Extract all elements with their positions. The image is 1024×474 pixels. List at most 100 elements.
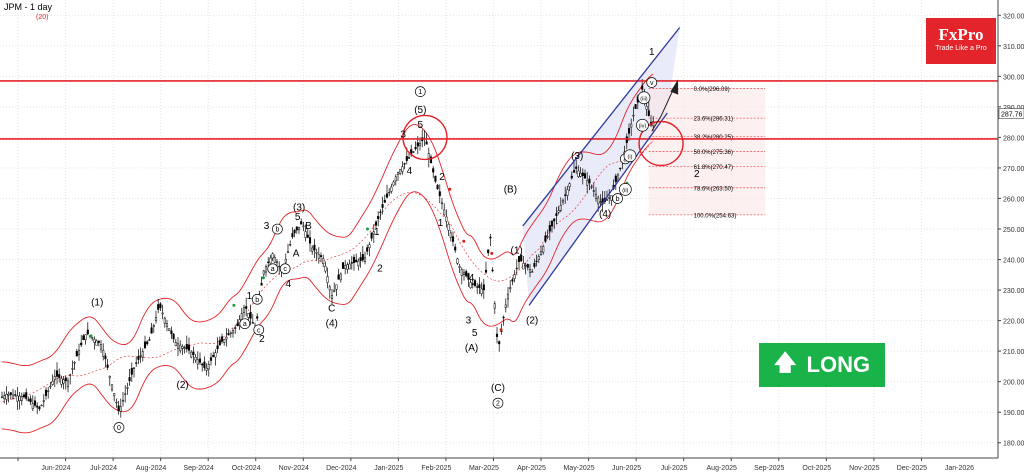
fib-label: 78.6%(263.50): [694, 186, 733, 192]
candle-body: [533, 263, 536, 267]
candle-body: [242, 307, 246, 313]
wave-label: 5: [295, 212, 301, 223]
candle-body: [183, 347, 186, 349]
candle-body: [218, 340, 221, 346]
candle-body: [566, 189, 569, 196]
candle-body: [106, 364, 109, 368]
candle-body: [515, 267, 518, 270]
wave-label: (3): [293, 203, 305, 214]
wave-label: 1: [438, 218, 444, 229]
x-tick-label: Sep-2024: [183, 465, 213, 472]
candle-body: [174, 342, 177, 347]
wave-label: 2: [439, 172, 445, 183]
candle-body: [262, 270, 265, 275]
candle-body: [62, 379, 65, 384]
candle-body: [190, 351, 193, 358]
candle-body: [152, 325, 155, 327]
candle-body: [414, 146, 417, 150]
y-tick-label: 180.00: [1003, 441, 1024, 448]
candle-body: [187, 344, 191, 351]
x-tick-label: Nov-2024: [279, 465, 309, 472]
candle-body: [405, 156, 408, 161]
candle-body: [429, 156, 433, 164]
candle-body: [181, 346, 184, 349]
candle-body: [379, 211, 382, 213]
wave-label-circle: [492, 397, 504, 409]
wave-label-circle: [612, 193, 623, 204]
candle-body: [326, 276, 329, 283]
candle-body: [97, 340, 100, 343]
pivot-marker: [261, 276, 265, 280]
candle-body: [223, 339, 226, 343]
candle-body: [291, 233, 294, 238]
candle-body: [172, 333, 175, 340]
candle-body: [564, 194, 567, 196]
candle-body: [568, 183, 571, 188]
candle-body: [44, 389, 48, 396]
candle-body: [71, 368, 74, 370]
candle-body: [104, 355, 107, 360]
candle-body: [11, 394, 15, 399]
candle-body: [139, 355, 142, 357]
lower-band: [1, 140, 654, 434]
pivot-marker: [89, 334, 93, 338]
candle-body: [630, 123, 633, 128]
candle-body: [159, 303, 162, 309]
candle-body: [14, 394, 17, 396]
candle-body: [445, 216, 448, 222]
candle-body: [610, 195, 613, 201]
candle-body: [425, 141, 428, 145]
candle-body: [267, 261, 270, 264]
candle-body: [220, 336, 224, 342]
fib-label: 0.0%(296.09): [694, 87, 730, 93]
wave-label: 2: [496, 401, 500, 408]
candle-body: [179, 344, 182, 352]
wave-label: (2): [177, 380, 189, 391]
y-tick-label: 290.00: [1003, 105, 1024, 112]
candle-body: [614, 175, 617, 182]
candle-body: [632, 114, 635, 117]
candle-body: [82, 335, 85, 341]
wave-label-circle: [113, 422, 125, 433]
candle-body: [388, 191, 391, 194]
wave-label-circle: [636, 118, 649, 132]
wave-label-circle: [618, 183, 632, 196]
pivot-marker: [365, 227, 369, 231]
candle-body: [214, 352, 217, 358]
wave-label: 2: [259, 334, 265, 345]
candle-body: [385, 193, 389, 198]
candle-body: [456, 258, 459, 264]
candle-body: [550, 220, 554, 227]
candle-body: [462, 272, 466, 275]
x-tick-label: Jun-2024: [41, 465, 70, 472]
candle-body: [60, 378, 63, 385]
candle-body: [234, 327, 237, 329]
wave-label-circle: [623, 149, 637, 163]
candle-body: [575, 166, 578, 169]
x-tick-label: Nov-2025: [849, 465, 879, 472]
candle-body: [143, 341, 147, 349]
x-tick-label: Dec-2024: [326, 465, 356, 472]
up-arrow-icon: 🡅: [773, 350, 797, 375]
wave-label: a: [271, 266, 275, 273]
candle-body: [317, 254, 320, 259]
candle-body: [25, 392, 28, 399]
last-price-tag: [998, 108, 1024, 120]
candle-body: [113, 393, 116, 397]
candle-body: [207, 364, 210, 370]
y-tick-label: 310.00: [1003, 44, 1024, 51]
wave-label: 4: [469, 273, 475, 284]
candle-body: [335, 284, 338, 290]
candle-body: [313, 244, 316, 251]
candle-body: [370, 232, 373, 239]
candle-body: [141, 351, 144, 358]
candle-body: [49, 385, 52, 388]
wave-label: 3: [264, 221, 270, 232]
candle-body: [7, 393, 10, 396]
indicator-label: (20): [36, 14, 48, 21]
candle-body: [311, 247, 314, 252]
candle-body: [581, 172, 584, 177]
candle-body: [64, 377, 67, 381]
y-tick-label: 270.00: [1003, 166, 1024, 173]
wave-label: 1: [649, 47, 655, 58]
